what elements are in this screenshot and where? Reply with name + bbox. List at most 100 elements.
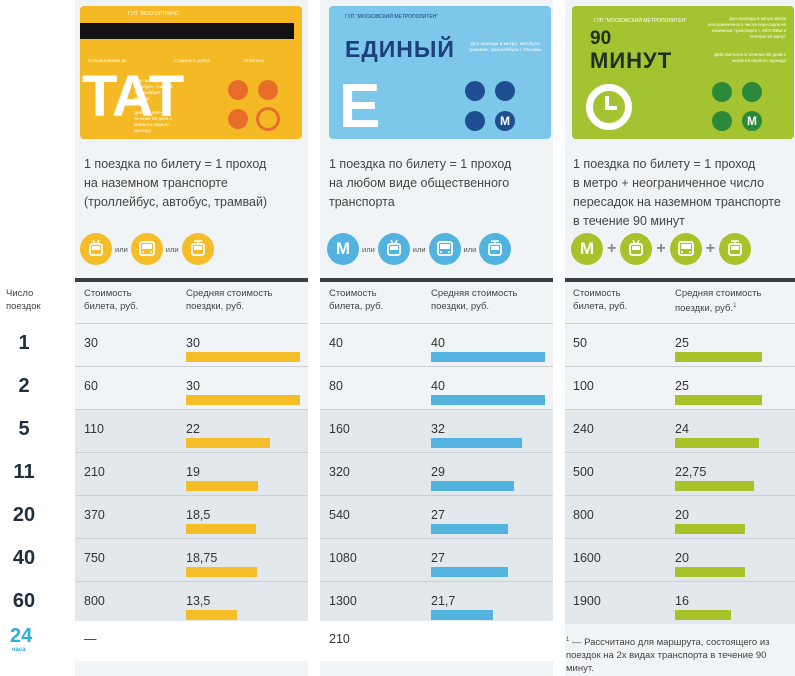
avg-trip-cost: 30 [186,336,200,350]
avg-cost-bar [675,395,762,405]
avg-header-edinyi: Средняя стоимость поездки, руб. [431,287,517,313]
trolleybus-icon [377,233,410,265]
metro-icon: M [495,111,515,131]
avg-cost-bar [431,567,508,577]
avg-cost-bar [675,524,745,534]
avg-cost-bar [431,438,522,448]
description-line: на любом виде общественного [329,176,510,190]
avg-cost-bar [675,610,731,620]
avg-cost-bar [431,524,508,534]
icons-90min: M + + + [571,229,752,269]
tram-icon [465,111,485,131]
price-header-tat: Стоимость билета, руб. [84,287,138,313]
ticket-price: 40 [329,336,343,350]
table-row [75,323,308,366]
metro-icon: M [327,233,359,265]
description-line: в метро + неограниченное число [573,176,765,190]
or-label: или [463,244,477,254]
trip-count: 20 [12,504,36,526]
avg-trip-cost: 20 [675,551,689,565]
table-row [320,323,553,366]
card-issuer: ГУП "МОСГОРТРАНС" [128,11,181,17]
footnote-mark: 1 [566,637,570,643]
avg-cost-bar [186,395,300,405]
avg-cost-bar [675,481,754,491]
trip-count: 5 [18,418,30,440]
description-line: (троллейбус, автобус, трамвай) [84,195,268,209]
magnetic-stripe [80,23,294,39]
tram-icon [719,233,752,265]
or-label: или [165,244,179,254]
ticket-price: 370 [84,508,105,522]
header-line: Стоимость [573,288,621,299]
tram-icon [228,109,248,129]
header-line: Средняя стоимость [675,288,762,299]
description-90min: 1 поездка по билету = 1 проход в метро +… [573,155,781,231]
card-issuer: ГУП "МОСКОВСКИЙ МЕТРОПОЛИТЕН" [594,18,688,24]
trolleybus-icon [465,81,485,101]
ticket-price: 1080 [329,551,357,565]
avg-cost-bar [675,438,759,448]
avg-cost-bar [186,610,237,620]
or-label: или [362,244,375,254]
plus-label: + [656,240,666,257]
avg-cost-bar [186,567,257,577]
card-name: ТАТ [82,64,184,129]
ring-icon [256,107,280,131]
ticket-price: 540 [329,508,350,522]
avg-cost-bar [186,524,256,534]
avg-trip-cost: 22 [186,422,200,436]
trolleybus-icon [228,80,248,100]
avg-trip-cost: 13,5 [186,594,211,608]
tram-icon [479,233,512,265]
trip-count: 1 [18,332,30,354]
table-row [565,366,795,409]
price-header-edinyi: Стоимость билета, руб. [329,287,383,313]
plus-label: + [607,240,617,257]
avg-cost-bar [431,395,545,405]
avg-header-90min: Средняя стоимость поездки, руб.1 [675,287,761,315]
trip-count: 11 [13,461,35,483]
ticket-price: 800 [573,508,594,522]
avg-trip-cost: 24 [675,422,689,436]
card-letter: Е [339,72,381,139]
ticket-card-tat: ГУП "МОСГОРТРАНС" Использование до Стоим… [80,6,302,139]
ticket-price: 1600 [573,551,601,565]
tram-icon [181,233,214,265]
header-line: Стоимость [329,288,377,299]
description-line: транспорта [329,195,395,209]
ticket-price: 240 [573,422,594,436]
header-line: поездки, руб. [431,301,490,312]
ticket-price: 210 [84,465,105,479]
ticket-card-edinyi: ГУП "МОСКОВСКИЙ МЕТРОПОЛИТЕН" ЕДИНЫЙ Е Д… [329,6,551,139]
header-line: Стоимость [84,288,132,299]
footnote: 1 — Рассчитано для маршрута, состоящего … [566,634,792,675]
or-label: или [412,244,426,254]
avg-trip-cost: 30 [186,379,200,393]
ticket-price: 500 [573,465,594,479]
description-tat: 1 поездка по билету = 1 проход на наземн… [84,155,267,212]
avg-trip-cost: 18,75 [186,551,218,565]
trolleybus-icon [80,233,112,265]
avg-cost-bar [675,352,762,362]
or-label: или [115,244,128,254]
card-name: ЕДИНЫЙ [345,36,455,62]
ticket-price: 160 [329,422,350,436]
bus-icon [428,233,461,265]
ticket-price: 110 [84,422,104,436]
trolleybus-icon [712,82,732,102]
day-pass-unit: часа [12,647,26,653]
avg-cost-bar [675,567,745,577]
card-name-line2: МИНУТ [590,48,673,73]
table-row [565,323,795,366]
ticket-price: 50 [573,336,587,350]
avg-trip-cost: 18,5 [186,508,211,522]
ticket-price: 1300 [329,594,357,608]
table-top-rule [75,278,308,282]
table-top-rule [565,278,795,282]
ticket-price: 1900 [573,594,601,608]
ticket-price: 100 [573,379,594,393]
header-line: Число [6,288,34,299]
card-note: Для проезда в метро, автобусе, трамвае, … [468,42,541,53]
trip-count: 60 [12,590,36,612]
